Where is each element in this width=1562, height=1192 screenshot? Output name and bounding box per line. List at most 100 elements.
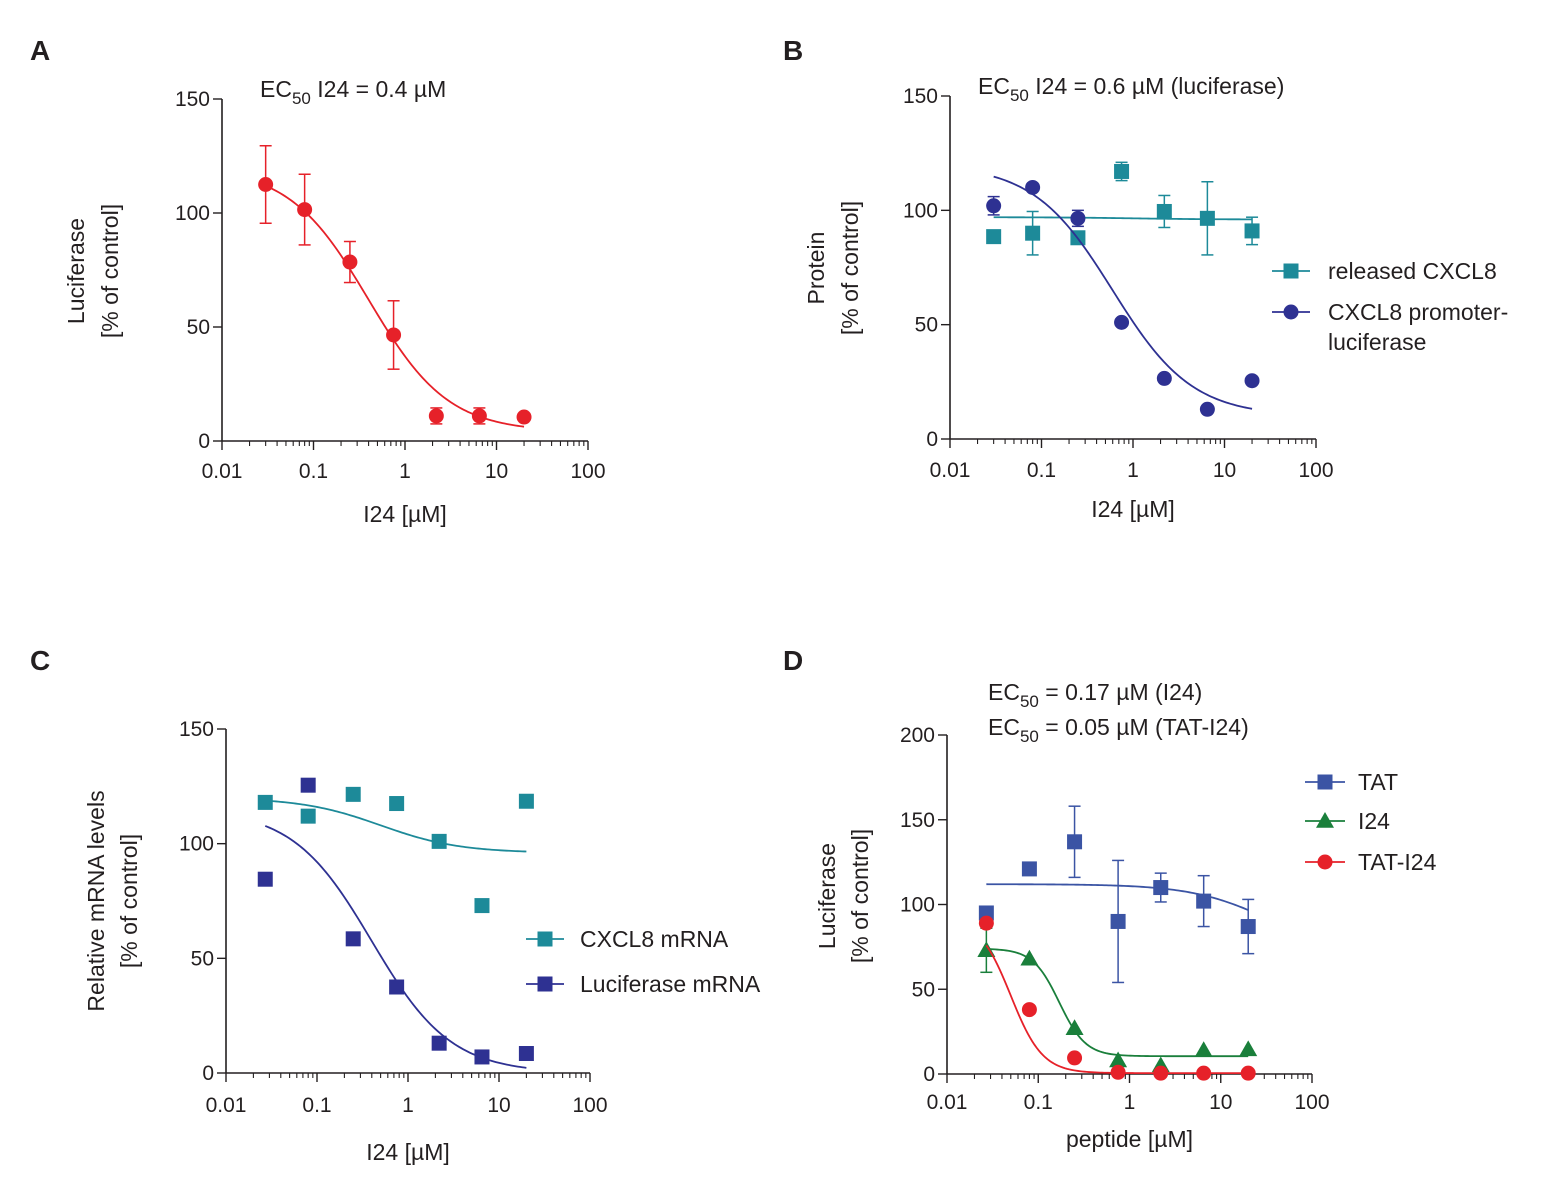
data-point [257, 871, 273, 887]
y-tick-label: 0 [202, 1062, 214, 1085]
data-point [1156, 370, 1172, 386]
data-point [1114, 314, 1130, 330]
legend-marker [1283, 263, 1299, 279]
legend-marker [537, 931, 553, 947]
series-released-cxcl8 [986, 161, 1260, 256]
data-point [1110, 1064, 1126, 1080]
series-i24 [977, 927, 1258, 1073]
data-point [1244, 373, 1260, 389]
legend-marker [537, 976, 553, 992]
x-tick-label: 100 [1294, 1091, 1329, 1114]
x-tick-label: 1 [1127, 459, 1139, 482]
y-tick-label: 200 [900, 724, 935, 747]
legend-label: released CXCL8 [1328, 258, 1497, 284]
x-tick-label: 10 [1213, 459, 1236, 482]
x-tick-label: 0.1 [1027, 459, 1056, 482]
y-tick-label: 100 [900, 894, 935, 917]
y-axis-title: [% of control] [837, 201, 863, 335]
data-point [345, 786, 361, 802]
series-cxcl8-mrna [257, 786, 534, 914]
y-tick-label: 0 [926, 428, 938, 451]
data-point [345, 931, 361, 947]
data-point [1067, 1050, 1083, 1066]
x-tick-label: 0.01 [206, 1094, 247, 1117]
ec50-annotation: EC50 = 0.05 µM (TAT-I24) [988, 714, 1249, 746]
y-tick-label: 150 [903, 85, 938, 108]
data-point [428, 408, 444, 424]
data-point [1199, 210, 1215, 226]
y-axis-title: [% of control] [97, 204, 123, 338]
y-tick-label: 100 [179, 833, 214, 856]
panel-letter: B [783, 35, 803, 66]
data-point [258, 177, 274, 192]
legend-marker [1317, 854, 1333, 870]
data-point [1199, 401, 1215, 417]
y-tick-label: 50 [191, 947, 214, 970]
y-axis-title: Protein [803, 232, 829, 305]
data-point [1153, 880, 1169, 896]
data-point [1020, 949, 1039, 966]
data-point [1065, 1019, 1084, 1035]
x-tick-label: 10 [1209, 1091, 1232, 1114]
y-tick-label: 50 [912, 978, 935, 1001]
x-tick-label: 100 [1298, 459, 1333, 482]
x-axis-title: I24 [µM] [366, 1139, 450, 1165]
legend-label: TAT-I24 [1358, 849, 1437, 875]
y-axis-title: Relative mRNA levels [83, 790, 109, 1011]
data-point [1025, 225, 1041, 241]
panel-c: C 0.01 0.1 1 10 100 0 50 100 150 I24 [µM] Relative … [30, 645, 761, 1165]
data-point [386, 327, 402, 343]
panel-a: A 0.01 0.1 1 10 100 0 50 100 150 I24 [µM] Luciferas… [30, 35, 606, 527]
legend-label: TAT [1358, 769, 1398, 795]
data-point [1240, 1065, 1256, 1081]
series-tat-i24 [978, 915, 1256, 1081]
data-point [297, 202, 313, 218]
x-axis-title: I24 [µM] [363, 501, 447, 527]
ec50-annotation: EC50 I24 = 0.4 µM [260, 76, 446, 108]
y-tick-label: 100 [903, 199, 938, 222]
data-point [1021, 1002, 1037, 1018]
fit-curve [264, 825, 527, 1069]
fit-curve [265, 799, 527, 853]
data-point [518, 793, 534, 809]
x-tick-label: 0.1 [302, 1094, 331, 1117]
y-axis-title: [% of control] [116, 834, 142, 968]
data-point [300, 777, 316, 793]
data-point [1244, 223, 1260, 239]
data-point [1114, 163, 1130, 179]
y-tick-label: 0 [923, 1063, 935, 1086]
legend: released CXCL8 CXCL8 promoter-luciferase [1272, 258, 1508, 355]
data-point [518, 1046, 534, 1062]
legend-marker [1283, 304, 1299, 320]
panel-d: D 0.01 0.1 1 10 100 0 50 100 150 200 peptide [µM] Lu… [783, 645, 1437, 1152]
x-axis-title: I24 [µM] [1091, 496, 1175, 522]
data-point [986, 229, 1002, 245]
panel-letter: D [783, 645, 803, 676]
x-tick-label: 10 [485, 460, 508, 483]
fit-curve [993, 175, 1253, 410]
ec50-annotation: EC50 = 0.17 µM (I24) [988, 679, 1202, 711]
ec50-annotation: EC50 I24 = 0.6 µM (luciferase) [978, 73, 1284, 105]
legend-label: I24 [1358, 808, 1390, 834]
legend-marker [1317, 774, 1333, 790]
data-point [1021, 861, 1037, 877]
data-point [1196, 893, 1212, 909]
panel-letter: A [30, 35, 50, 66]
y-tick-label: 150 [175, 88, 210, 111]
x-tick-label: 1 [402, 1094, 414, 1117]
y-tick-label: 150 [900, 809, 935, 832]
series-tat [978, 805, 1256, 984]
data-point [1070, 210, 1086, 226]
y-tick-label: 100 [175, 202, 210, 225]
x-axis-title: peptide [µM] [1066, 1126, 1193, 1152]
y-tick-label: 0 [198, 430, 210, 453]
y-axis-title: Luciferase [814, 843, 840, 949]
data-point [1196, 1065, 1212, 1081]
y-axis-title: [% of control] [847, 829, 873, 963]
data-point [257, 794, 273, 810]
panel-letter: C [30, 645, 50, 676]
x-tick-label: 1 [1124, 1091, 1136, 1114]
x-tick-label: 0.01 [930, 459, 971, 482]
data-point [342, 254, 358, 270]
data-point [1153, 1065, 1169, 1081]
